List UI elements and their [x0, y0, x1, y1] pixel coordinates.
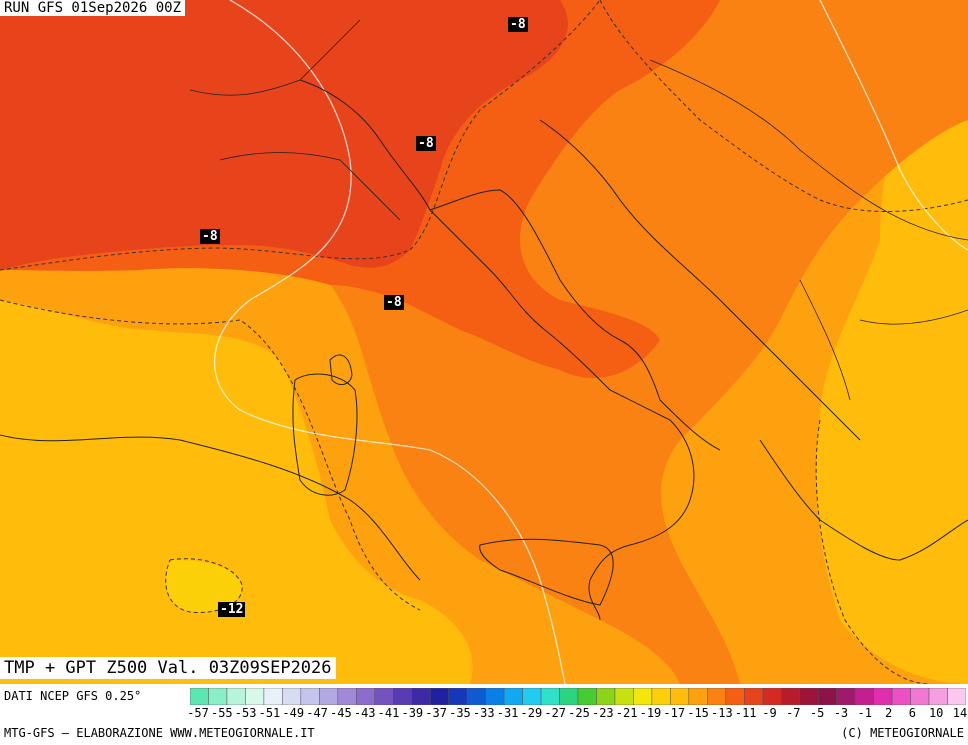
colorbar-cell — [374, 688, 394, 705]
country-borders — [189, 19, 968, 401]
run-label: RUN GFS 01Sep2026 00Z — [0, 0, 186, 16]
scale-tick-label: -55 — [210, 706, 233, 720]
colorbar-cell — [503, 688, 523, 705]
colorbar-cell — [190, 688, 209, 705]
jet-stream-line — [214, 0, 566, 685]
colorbar-cell — [263, 688, 283, 705]
legend: DATI NCEP GFS 0.25° -57 -55 -53 -51 -49 -47 -4… — [0, 684, 968, 745]
scale-tick-label: -21 — [615, 706, 638, 720]
colorbar-cell — [799, 688, 819, 705]
colorbar-cell — [337, 688, 357, 705]
colorbar-cell — [429, 688, 449, 705]
scale-tick-label: -57 — [187, 706, 209, 720]
colorbar — [190, 688, 966, 705]
scale-tick-label: -17 — [663, 706, 686, 720]
temp-band-palest — [166, 560, 242, 613]
colorbar-cell — [633, 688, 653, 705]
colorbar-cell — [392, 688, 412, 705]
colorbar-cell — [448, 688, 468, 705]
scale-tick-label: -25 — [568, 706, 590, 720]
colorbar-cell — [688, 688, 708, 705]
colorbar-cell — [485, 688, 505, 705]
colorbar-cell — [614, 688, 634, 705]
contour-label: -12 — [218, 602, 246, 617]
coastlines — [0, 79, 968, 621]
scale-tick-label: -37 — [425, 706, 447, 720]
scale-tick-label: -7 — [786, 706, 801, 720]
scale-tick-label: -13 — [711, 706, 733, 720]
scale-tick-label: -45 — [330, 706, 352, 720]
colorbar-cell — [208, 688, 228, 705]
scale-tick-label: -41 — [377, 706, 400, 720]
scale-tick-label: -29 — [520, 706, 543, 720]
colorbar-cell — [910, 688, 930, 705]
colorbar-cell — [836, 688, 856, 705]
scale-labels: -57 -55 -53 -51 -49 -47 -45 -43 -41 -39 -37 -35 -33-… — [187, 706, 968, 720]
scale-tick-label: -1 — [857, 706, 872, 720]
colorbar-cell — [928, 688, 948, 705]
colorbar-cell — [596, 688, 616, 705]
colorbar-cell — [300, 688, 320, 705]
scale-tick-label: -27 — [544, 706, 567, 720]
colorbar-cell — [891, 688, 911, 705]
colorbar-cell — [540, 688, 560, 705]
contour-label: -8 — [508, 17, 528, 32]
colorbar-cell — [356, 688, 376, 705]
colorbar-cell — [780, 688, 800, 705]
footer-credit: MTG-GFS — ELABORAZIONE WWW.METEOGIORNALE… — [4, 726, 315, 740]
colorbar-cell — [282, 688, 302, 705]
temp-band-pale — [0, 300, 473, 684]
footer-copyright: (C) METEOGIORNALE — [841, 726, 964, 740]
scale-tick-label: -49 — [282, 706, 305, 720]
colorbar-cell — [226, 688, 246, 705]
temperature-map: RUN GFS 01Sep2026 00Z TMP + GPT Z500 Val… — [0, 0, 968, 685]
scale-tick-label: -51 — [258, 706, 281, 720]
scale-tick-label: -47 — [306, 706, 328, 720]
colorbar-cell — [670, 688, 690, 705]
scale-tick-label: -31 — [496, 706, 519, 720]
colorbar-cell — [744, 688, 764, 705]
scale-tick-label: -39 — [401, 706, 424, 720]
scale-tick-label: -5 — [809, 706, 825, 720]
colorbar-cell — [947, 688, 966, 705]
temp-band-pale-east — [816, 40, 968, 684]
scale-tick-label: -9 — [762, 706, 777, 720]
scale-tick-label: -23 — [591, 706, 614, 720]
contour-label: -8 — [200, 229, 220, 244]
scale-tick-label: 14 — [952, 706, 968, 720]
colorbar-cell — [725, 688, 745, 705]
scale-tick-label: -43 — [353, 706, 376, 720]
colorbar-cell — [319, 688, 339, 705]
colorbar-cell — [522, 688, 542, 705]
colorbar-cell — [873, 688, 893, 705]
scale-tick-label: 10 — [928, 706, 944, 720]
scale-tick-label: 6 — [908, 706, 916, 720]
scale-tick-label: -11 — [734, 706, 757, 720]
colorbar-cell — [854, 688, 874, 705]
colorbar-cell — [817, 688, 837, 705]
colorbar-cell — [466, 688, 486, 705]
scale-tick-label: -19 — [639, 706, 662, 720]
jet-stream-line-east — [819, 0, 968, 251]
source-text: DATI NCEP GFS 0.25° — [4, 689, 142, 703]
colorbar-cell — [559, 688, 579, 705]
scale-tick-label: -35 — [449, 706, 471, 720]
colorbar-cell — [707, 688, 727, 705]
map-canvas — [0, 0, 968, 685]
colorbar-cell — [577, 688, 597, 705]
colorbar-cell — [651, 688, 671, 705]
colorbar-cell — [411, 688, 431, 705]
isotherm-contours — [0, 0, 968, 685]
colorbar-cell — [762, 688, 782, 705]
map-title: TMP + GPT Z500 Val. 03Z09SEP2026 — [0, 657, 336, 679]
contour-label: -8 — [384, 295, 404, 310]
scale-tick-label: -3 — [833, 706, 849, 720]
scale-tick-label: 2 — [884, 706, 893, 720]
scale-tick-label: -33 — [472, 706, 495, 720]
colorbar-cell — [245, 688, 265, 705]
contour-label: -8 — [416, 136, 436, 151]
scale-tick-label: -15 — [687, 706, 709, 720]
scale-tick-label: -53 — [234, 706, 257, 720]
